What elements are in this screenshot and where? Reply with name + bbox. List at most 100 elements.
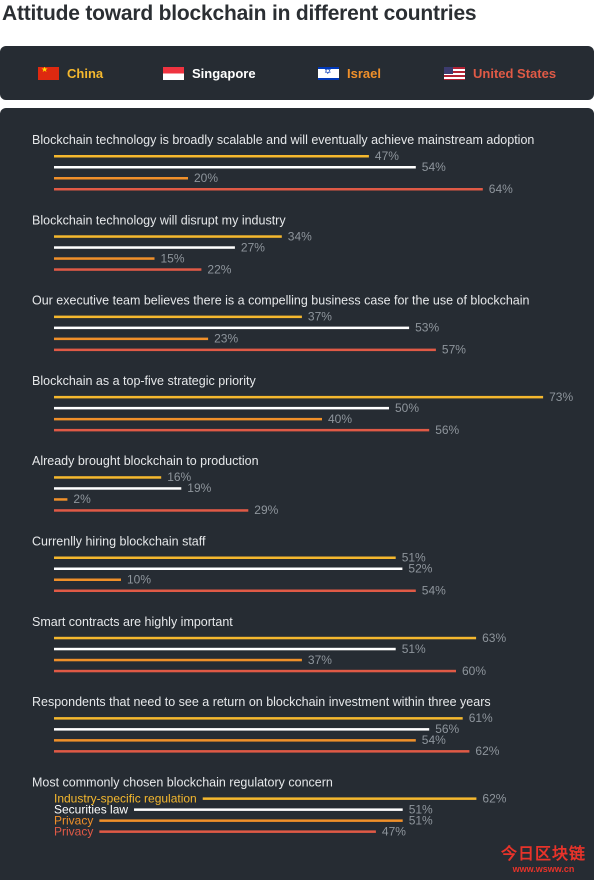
bar-value-label: 34%	[288, 229, 312, 243]
bar-value-label: 61%	[469, 711, 493, 725]
bar-china	[202, 797, 477, 800]
bar-united-states	[54, 348, 436, 352]
bar-israel	[54, 337, 209, 341]
bar-value-label: 56%	[435, 423, 459, 437]
group-question: Blockchain technology is broadly scalabl…	[32, 133, 534, 147]
bar-china	[54, 636, 477, 640]
bar-value-label: 60%	[462, 664, 486, 678]
bar-value-label: 52%	[408, 562, 432, 576]
china-flag-icon	[38, 66, 59, 80]
bar-china	[54, 235, 282, 238]
bar-singapore	[54, 728, 430, 731]
bar-value-label: 37%	[308, 310, 332, 324]
bar-value-label: 62%	[482, 791, 506, 805]
group-question: Already brought blockchain to production	[32, 454, 259, 468]
bar-value-label: 10%	[127, 573, 151, 587]
bar-value-label: 56%	[435, 722, 459, 736]
bar-china	[54, 155, 369, 158]
bar-value-label: 23%	[214, 332, 238, 346]
bar-value-label: 20%	[194, 171, 218, 185]
group-question: Most commonly chosen blockchain regulato…	[32, 775, 333, 789]
legend-item-united-states: United States	[444, 46, 556, 100]
bar-value-label: 2%	[73, 492, 91, 506]
bar-category-label: Industry-specific regulation	[54, 791, 197, 805]
legend-item-singapore: Singapore	[163, 46, 256, 100]
group-question: Respondents that need to see a return on…	[32, 695, 491, 709]
bar-singapore	[54, 246, 235, 249]
bar-israel	[54, 257, 155, 260]
bar-value-label: 51%	[402, 642, 426, 656]
bar-united-states	[54, 268, 202, 271]
bar-israel	[54, 578, 121, 581]
legend: China Singapore Israel United States	[0, 46, 594, 100]
bar-united-states	[54, 750, 470, 753]
bar-value-label: 27%	[241, 240, 265, 254]
bar-united-states	[54, 669, 456, 673]
bar-israel	[99, 819, 403, 822]
legend-item-israel: Israel	[318, 46, 381, 100]
bar-value-label: 40%	[328, 412, 352, 426]
bar-value-label: 53%	[415, 321, 439, 335]
bar-value-label: 15%	[161, 251, 185, 265]
group-question: Blockchain technology will disrupt my in…	[32, 213, 286, 227]
bar-united-states	[54, 188, 483, 191]
bar-singapore	[54, 567, 403, 570]
legend-label-united-states: United States	[473, 65, 557, 81]
bar-israel	[54, 658, 302, 662]
group-question: Blockchain as a top-five strategic prior…	[32, 374, 256, 388]
bar-value-label: 29%	[254, 503, 278, 517]
bar-singapore	[54, 487, 182, 490]
group-question: Our executive team believes there is a c…	[32, 294, 530, 308]
group-question: Smart contracts are highly important	[32, 615, 233, 629]
bar-value-label: 54%	[422, 733, 446, 747]
bar-category-label: Privacy	[54, 824, 93, 838]
bar-singapore	[54, 166, 416, 169]
bar-singapore	[54, 647, 396, 651]
group-question: Currenlly hiring blockchain staff	[32, 535, 206, 549]
bar-singapore	[54, 326, 410, 330]
bar-israel	[54, 739, 416, 742]
bar-value-label: 51%	[409, 813, 433, 827]
bar-israel	[54, 177, 188, 180]
bar-singapore	[54, 406, 389, 410]
bar-value-label: 54%	[422, 584, 446, 598]
bar-value-label: 54%	[422, 160, 446, 174]
bar-category-label: Privacy	[54, 813, 93, 827]
bar-china	[54, 476, 162, 479]
legend-item-china: China	[38, 46, 103, 100]
chart-title: Attitude toward blockchain in different …	[2, 2, 477, 25]
bar-china	[54, 315, 302, 319]
bar-value-label: 51%	[409, 802, 433, 816]
bar-value-label: 47%	[382, 824, 406, 838]
legend-label-israel: Israel	[347, 65, 381, 81]
bar-value-label: 22%	[207, 262, 231, 276]
bar-value-label: 19%	[187, 481, 211, 495]
bar-singapore	[134, 808, 403, 811]
bar-value-label: 37%	[308, 653, 332, 667]
bar-value-label: 73%	[549, 390, 573, 404]
bar-united-states	[99, 830, 376, 833]
bar-value-label: 62%	[475, 744, 499, 758]
bar-value-label: 64%	[489, 182, 513, 196]
us-flag-icon	[444, 66, 465, 80]
bar-united-states	[54, 589, 416, 592]
bar-chart: Blockchain technology is broadly scalabl…	[32, 133, 573, 838]
israel-flag-icon	[318, 66, 339, 80]
bar-china	[54, 717, 463, 720]
singapore-flag-icon	[163, 66, 184, 80]
bar-israel	[54, 498, 68, 501]
bar-value-label: 57%	[442, 343, 466, 357]
bar-china	[54, 556, 396, 559]
bar-value-label: 16%	[167, 470, 191, 484]
bar-value-label: 51%	[402, 551, 426, 565]
bar-china	[54, 395, 544, 399]
bar-value-label: 63%	[482, 631, 506, 645]
legend-label-china: China	[67, 65, 104, 81]
bar-value-label: 47%	[375, 149, 399, 163]
legend-label-singapore: Singapore	[192, 65, 256, 81]
bar-value-label: 50%	[395, 401, 419, 415]
bar-category-label: Securities law	[54, 802, 128, 816]
bar-united-states	[54, 428, 430, 432]
bar-israel	[54, 417, 322, 421]
bar-united-states	[54, 509, 249, 512]
